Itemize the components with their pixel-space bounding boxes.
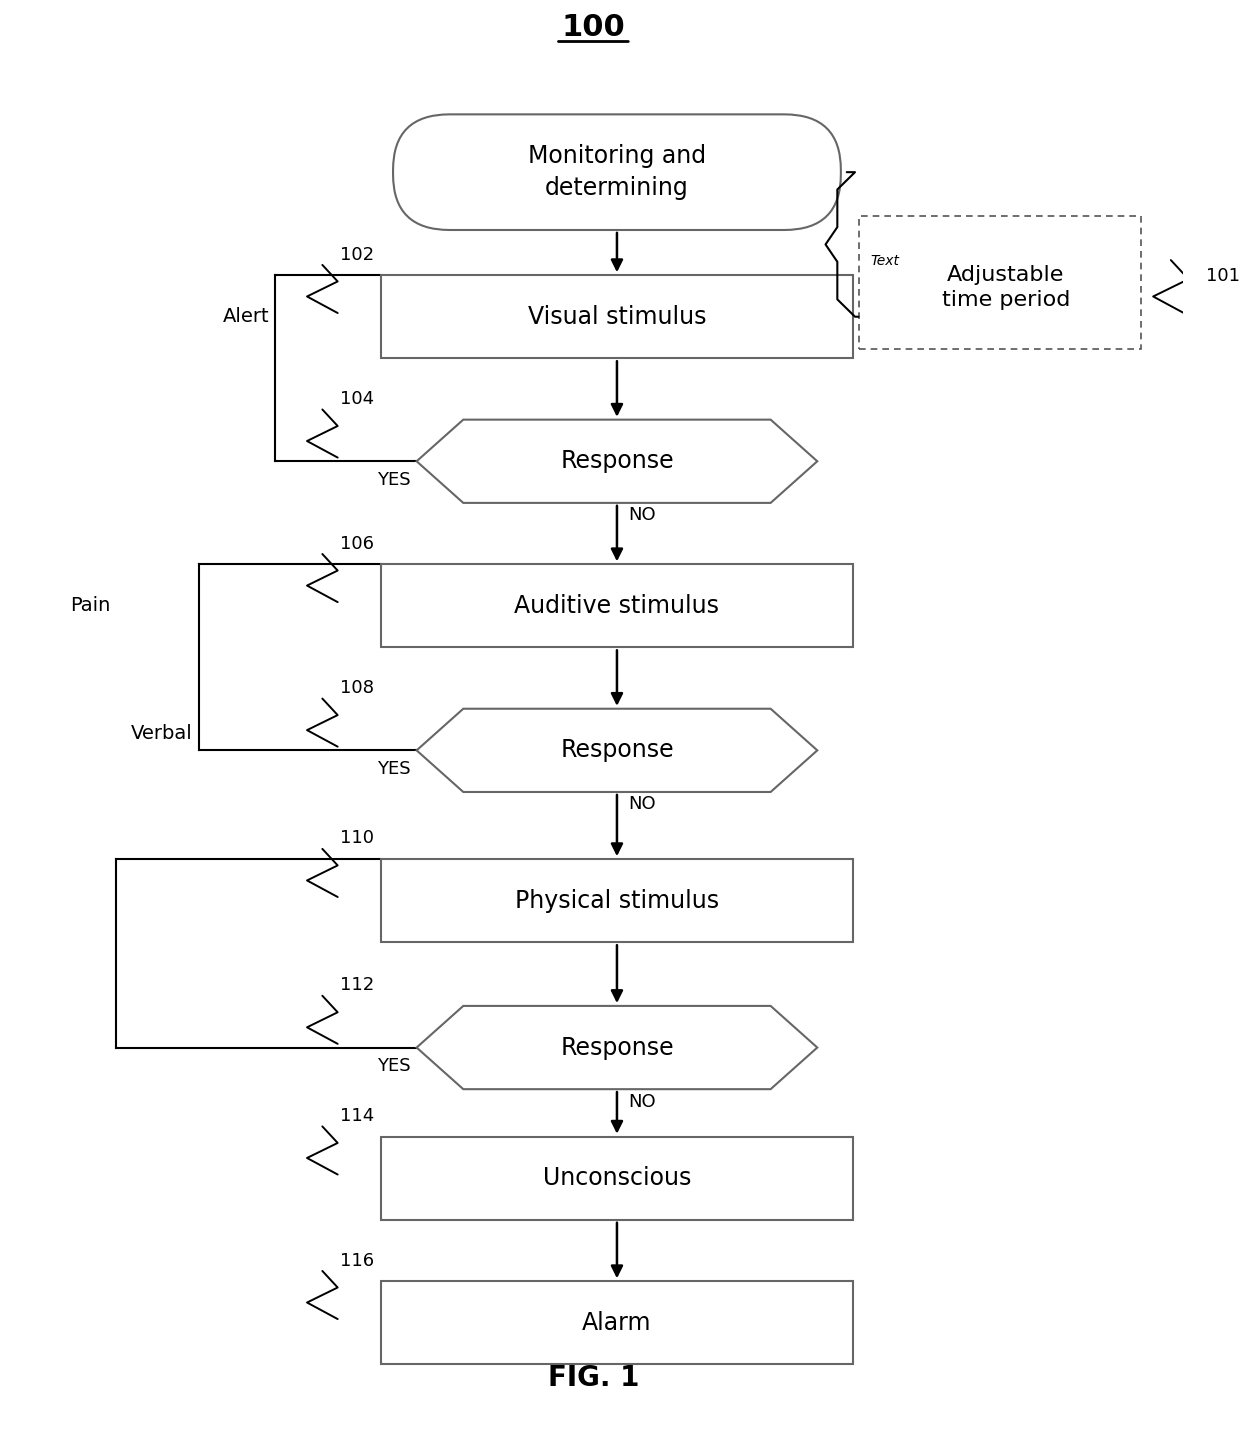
Text: 106: 106: [340, 535, 374, 552]
Text: 100: 100: [562, 13, 625, 41]
Text: NO: NO: [629, 796, 656, 813]
Text: Response: Response: [560, 1036, 673, 1059]
Text: Alert: Alert: [223, 308, 269, 326]
Bar: [858, 216, 1141, 349]
Text: Response: Response: [560, 738, 673, 763]
Text: Monitoring and
determining: Monitoring and determining: [528, 145, 706, 200]
Text: 110: 110: [340, 830, 374, 847]
Bar: [381, 275, 853, 358]
Polygon shape: [417, 419, 817, 502]
Text: YES: YES: [377, 471, 410, 488]
Text: Verbal: Verbal: [131, 724, 192, 743]
Bar: [381, 1281, 853, 1364]
Text: Physical stimulus: Physical stimulus: [515, 889, 719, 913]
Text: 114: 114: [340, 1108, 374, 1125]
Text: NO: NO: [629, 1093, 656, 1110]
Text: NO: NO: [629, 507, 656, 524]
Text: YES: YES: [377, 1058, 410, 1075]
Text: Unconscious: Unconscious: [543, 1166, 691, 1191]
Bar: [381, 564, 853, 647]
Bar: [381, 1136, 853, 1219]
Text: 112: 112: [340, 976, 374, 995]
Text: Text: Text: [870, 255, 899, 268]
Text: 101: 101: [1207, 268, 1240, 285]
Text: 102: 102: [340, 246, 374, 263]
Text: Response: Response: [560, 449, 673, 474]
Text: 108: 108: [340, 680, 374, 697]
Text: FIG. 1: FIG. 1: [548, 1364, 639, 1392]
Text: Visual stimulus: Visual stimulus: [528, 305, 707, 329]
Text: Auditive stimulus: Auditive stimulus: [515, 594, 719, 618]
Text: 116: 116: [340, 1252, 374, 1269]
Text: Pain: Pain: [69, 597, 110, 615]
Text: Adjustable
time period: Adjustable time period: [941, 265, 1070, 311]
Text: 104: 104: [340, 391, 374, 408]
Text: Alarm: Alarm: [583, 1311, 652, 1335]
FancyBboxPatch shape: [393, 114, 841, 230]
Bar: [381, 859, 853, 943]
Polygon shape: [417, 1006, 817, 1089]
Polygon shape: [417, 708, 817, 791]
Text: YES: YES: [377, 760, 410, 777]
